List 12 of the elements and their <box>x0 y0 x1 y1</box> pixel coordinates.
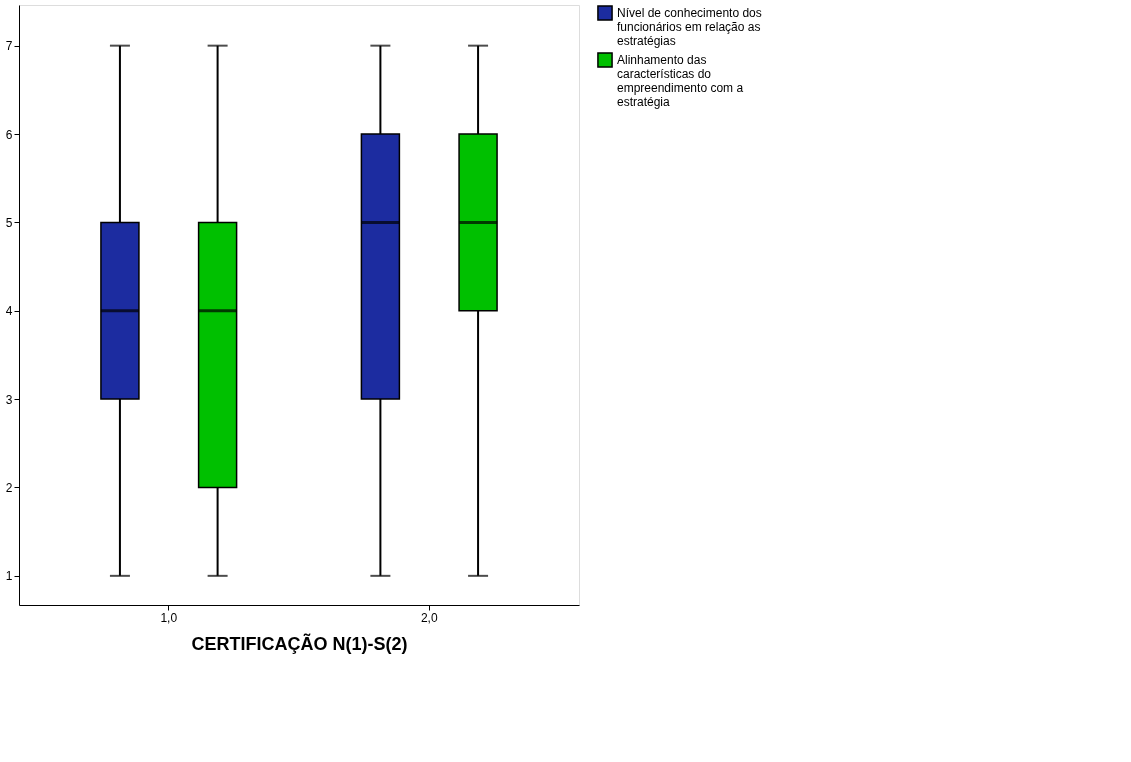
legend-label: Alinhamento das características do empreendimento com a estratégia <box>617 53 744 109</box>
y-tick-label: 7 <box>5 39 13 54</box>
y-tick-label: 2 <box>5 480 13 495</box>
y-tick-label: 3 <box>5 392 13 407</box>
x-tick-label: 1,0 <box>160 610 178 625</box>
y-tick-label: 1 <box>5 569 13 584</box>
x-tick-label: 2,0 <box>420 610 438 625</box>
y-tick-label: 5 <box>5 215 13 230</box>
y-tick-label: 6 <box>5 127 13 142</box>
x-axis-title: CERTIFICAÇÃO N(1)-S(2) <box>191 632 408 654</box>
legend-label: Nível de conhecimento dos funcionários em relação as estratégias <box>617 6 762 48</box>
y-tick-label: 4 <box>5 304 13 319</box>
